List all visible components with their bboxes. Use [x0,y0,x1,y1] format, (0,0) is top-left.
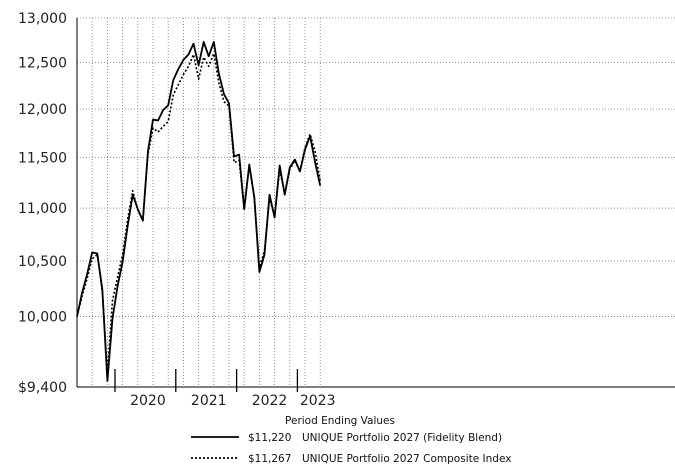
legend-value-composite-index: $11,267 [248,453,291,465]
x-tick-label: 2022 [252,393,288,409]
x-tick-label: 2023 [300,393,336,409]
legend: $11,220 UNIQUE Portfolio 2027 (Fidelity … [191,432,511,465]
series-line-composite-index [76,52,321,374]
legend-value-fidelity-blend: $11,220 [248,432,291,444]
legend-label-fidelity-blend: UNIQUE Portfolio 2027 (Fidelity Blend) [302,432,502,444]
x-axis-title: Period Ending Values [285,415,395,427]
x-tick-label: 2021 [191,393,227,409]
y-tick-label: 12,000 [18,102,67,118]
legend-label-composite-index: UNIQUE Portfolio 2027 Composite Index [302,453,511,465]
y-tick-label: $9,400 [18,380,67,396]
tick-labels: 13,000 12,500 12,000 11,500 11,000 10,500 10,0… [18,11,335,409]
y-tick-label: 10,000 [18,310,67,326]
y-tick-label: 13,000 [18,11,67,27]
series-line-fidelity-blend [76,40,322,382]
x-tick-label: 2020 [130,393,166,409]
grid [76,17,675,387]
axes [76,18,675,392]
series-lines [76,40,322,382]
y-tick-label: 10,500 [18,254,67,270]
y-tick-label: 12,500 [18,56,67,72]
y-tick-label: 11,000 [18,201,67,217]
y-tick-label: 11,500 [18,151,67,167]
